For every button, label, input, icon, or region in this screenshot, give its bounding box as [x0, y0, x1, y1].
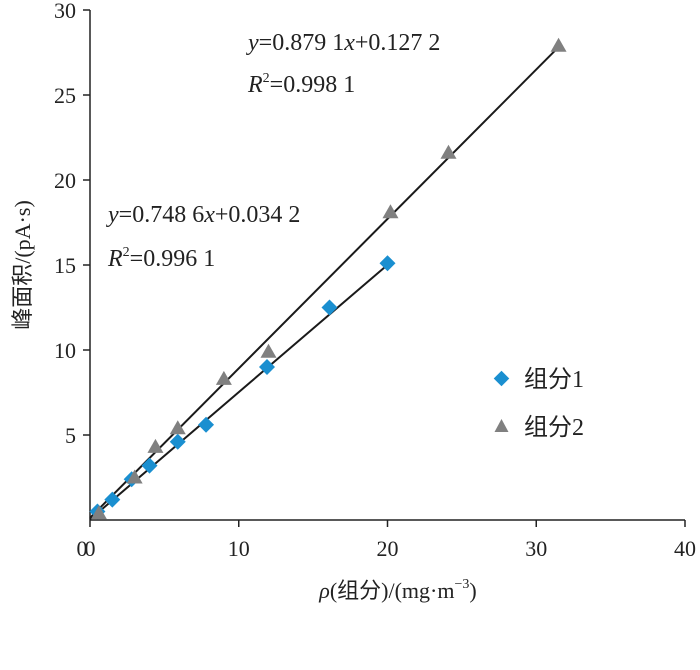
data-point-series-2 — [382, 204, 399, 219]
data-point-series-1 — [259, 359, 276, 375]
eq1-mid: =0.748 6 — [119, 202, 205, 228]
data-point-series-2 — [169, 420, 186, 435]
data-point-series-2 — [550, 37, 567, 52]
legend-label-series-2: 组分2 — [524, 414, 584, 441]
x-axis-title: ρ(组分)/(mg·m−3) — [318, 577, 476, 603]
data-points — [89, 37, 567, 520]
fit-line-series-1 — [89, 264, 389, 521]
legend-label-series-1: 组分1 — [524, 366, 584, 393]
eq2-tail: +0.127 2 — [355, 30, 441, 56]
fit-line-series-2 — [89, 46, 560, 519]
x-tick-label: 40 — [674, 536, 696, 561]
data-point-series-1 — [198, 416, 215, 433]
equation-series-1: y=0.748 6x+0.034 2 — [106, 202, 300, 228]
eq2-x: x — [343, 30, 355, 56]
equation-series-2: y=0.879 1x+0.127 2 — [246, 30, 440, 56]
y-tick-label: 25 — [54, 83, 76, 108]
fit-lines — [89, 46, 560, 521]
x-tick-label: 30 — [525, 536, 547, 561]
y-axis-title: 峰面积/(pA·s) — [10, 200, 35, 330]
r2-series-1: R2=0.996 1 — [107, 245, 215, 272]
y-tick-label: 5 — [65, 423, 76, 448]
eq2-mid: =0.879 1 — [259, 30, 345, 56]
r2-1-sup: 2 — [123, 245, 130, 260]
data-point-series-1 — [321, 299, 338, 316]
eq2-y: y — [246, 30, 259, 56]
legend: 组分1 组分2 — [493, 366, 584, 441]
data-point-series-2 — [260, 343, 277, 358]
data-point-series-1 — [141, 457, 158, 474]
ticks: 0 10 20 30 40 5 10 15 20 25 30 0 — [54, 0, 696, 561]
y-tick-label: 30 — [54, 0, 76, 23]
x-axis-sup: −3 — [454, 577, 469, 592]
r2-2-val: =0.998 1 — [270, 72, 356, 98]
legend-marker-series-2 — [494, 419, 509, 432]
y-tick-label: 10 — [54, 338, 76, 363]
data-point-series-2 — [440, 144, 457, 159]
x-tick-label: 0 — [85, 536, 96, 561]
x-axis-text: (组分)/(mg·m — [330, 578, 455, 603]
x-axis-tail: ) — [469, 578, 476, 603]
data-point-series-2 — [126, 469, 143, 484]
data-point-series-1 — [379, 255, 396, 272]
data-point-series-2 — [215, 370, 232, 385]
eq1-y: y — [106, 202, 119, 228]
r2-series-2: R2=0.998 1 — [247, 71, 355, 98]
data-point-series-1 — [104, 491, 121, 508]
x-tick-label: 10 — [228, 536, 250, 561]
r2-2-r: R — [247, 72, 263, 98]
data-point-series-2 — [147, 438, 164, 453]
data-point-series-2 — [90, 505, 107, 520]
eq1-tail: +0.034 2 — [215, 202, 301, 228]
data-point-series-1 — [169, 433, 186, 450]
r2-1-val: =0.996 1 — [130, 246, 216, 272]
legend-marker-series-1 — [493, 370, 510, 387]
y-tick-label: 15 — [54, 253, 76, 278]
r2-1-r: R — [107, 246, 123, 272]
origin-tick-label: 0 — [77, 536, 88, 561]
eq1-x: x — [203, 202, 215, 228]
y-tick-label: 20 — [54, 168, 76, 193]
x-axis-symbol: ρ — [318, 578, 330, 603]
r2-2-sup: 2 — [263, 71, 270, 86]
x-tick-label: 20 — [377, 536, 399, 561]
